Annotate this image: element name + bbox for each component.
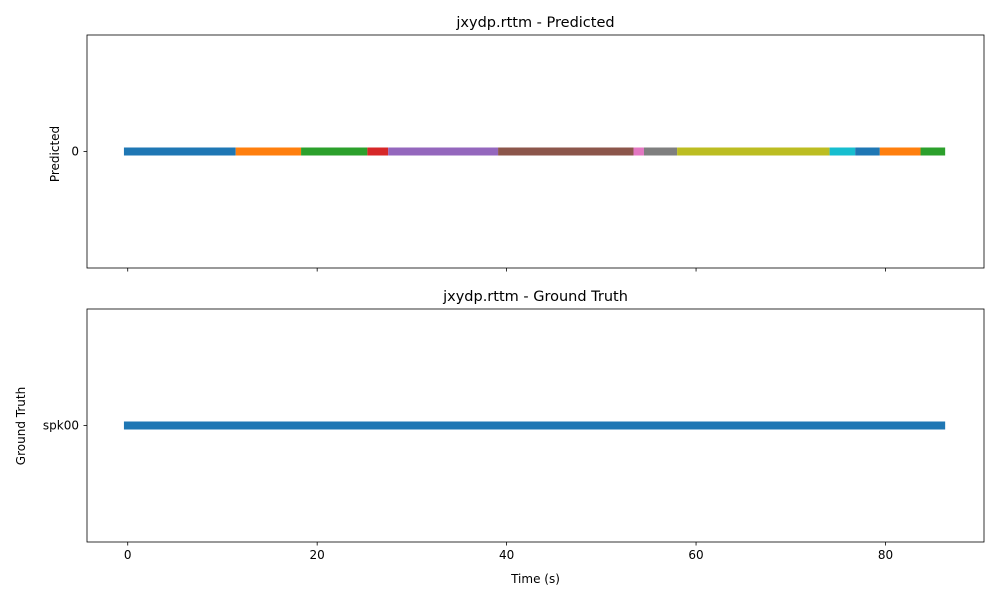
x-axis-label: Time (s) bbox=[510, 572, 560, 586]
ground-truth-x-tick-label-3: 60 bbox=[688, 548, 703, 562]
ground-truth-x-tick-label-4: 80 bbox=[878, 548, 893, 562]
predicted-subplot: jxydp.rttm - Predicted 0 Predicted bbox=[48, 15, 985, 272]
ground-truth-x-ticks: 0 20 40 60 80 bbox=[124, 542, 893, 562]
ground-truth-x-tick-label-2: 40 bbox=[499, 548, 514, 562]
predicted-title: jxydp.rttm - Predicted bbox=[455, 15, 614, 31]
ground-truth-y-axis-label: Ground Truth bbox=[14, 387, 28, 465]
predicted-x-ticks bbox=[127, 268, 886, 272]
ground-truth-x-tick-label-0: 0 bbox=[124, 548, 132, 562]
ground-truth-x-tick-label-1: 20 bbox=[310, 548, 325, 562]
predicted-y-tick-label: 0 bbox=[71, 145, 79, 159]
ground-truth-subplot: jxydp.rttm - Ground Truth 0 20 40 60 80 spk0… bbox=[14, 289, 985, 586]
predicted-y-axis-label: Predicted bbox=[48, 126, 62, 182]
ground-truth-y-tick-label: spk00 bbox=[43, 419, 79, 433]
ground-truth-title: jxydp.rttm - Ground Truth bbox=[442, 289, 628, 305]
